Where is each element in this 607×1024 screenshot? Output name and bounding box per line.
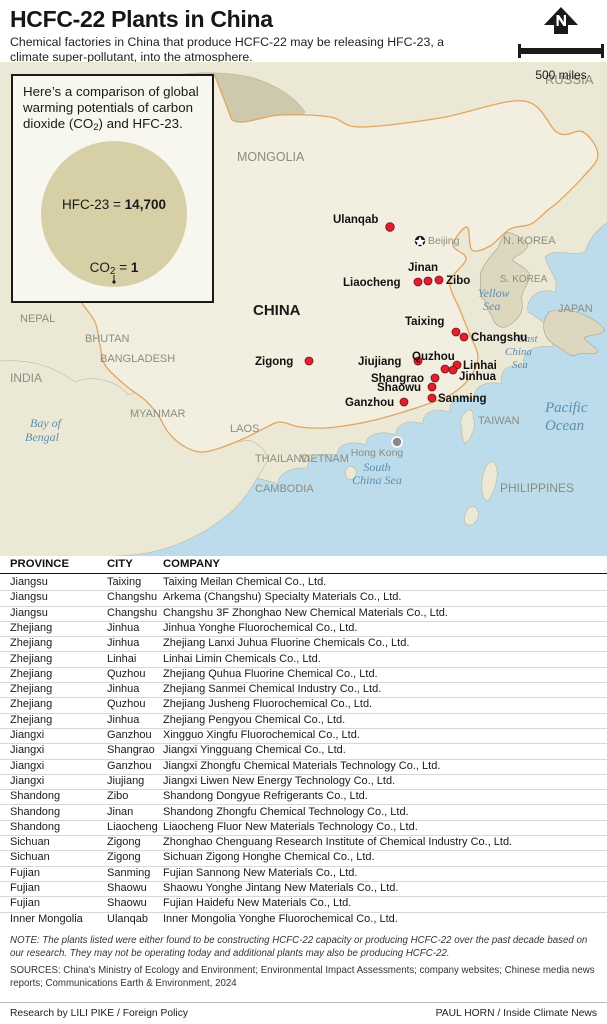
svg-text:Jiujiang: Jiujiang <box>358 356 401 368</box>
svg-text:China Sea: China Sea <box>352 473 402 487</box>
svg-text:HFC-23 = 14,700: HFC-23 = 14,700 <box>62 197 166 212</box>
svg-text:Hong Kong: Hong Kong <box>351 447 404 459</box>
svg-text:CAMBODIA: CAMBODIA <box>255 483 314 495</box>
svg-text:Shaowu: Shaowu <box>377 382 421 394</box>
svg-text:Sea: Sea <box>483 299 500 313</box>
svg-text:Liaocheng: Liaocheng <box>343 277 401 289</box>
svg-text:MONGOLIA: MONGOLIA <box>237 150 305 164</box>
svg-text:China: China <box>505 346 532 358</box>
svg-text:BANGLADESH: BANGLADESH <box>100 353 175 365</box>
svg-text:PHILIPPINES: PHILIPPINES <box>500 481 574 495</box>
svg-text:Jinhua: Jinhua <box>459 371 497 383</box>
svg-text:MYANMAR: MYANMAR <box>130 408 185 420</box>
svg-text:Bengal: Bengal <box>25 430 60 444</box>
svg-text:Sea: Sea <box>512 359 528 371</box>
svg-text:TAIWAN: TAIWAN <box>478 415 520 427</box>
svg-text:Pacific: Pacific <box>544 400 588 416</box>
svg-text:INDIA: INDIA <box>10 371 42 385</box>
svg-text:N. KOREA: N. KOREA <box>503 235 556 247</box>
svg-text:BHUTAN: BHUTAN <box>85 333 129 345</box>
svg-text:CHINA: CHINA <box>253 302 301 319</box>
svg-text:Yellow: Yellow <box>478 286 510 300</box>
svg-text:Zibo: Zibo <box>446 275 470 287</box>
svg-text:Ganzhou: Ganzhou <box>345 397 394 409</box>
svg-text:LAOS: LAOS <box>230 423 259 435</box>
svg-text:VIETNAM: VIETNAM <box>300 453 349 465</box>
svg-text:Sanming: Sanming <box>438 393 487 405</box>
svg-text:NEPAL: NEPAL <box>20 313 55 325</box>
svg-text:Ocean: Ocean <box>545 418 584 434</box>
svg-text:Changshu: Changshu <box>471 332 527 344</box>
svg-text:South: South <box>363 460 390 474</box>
svg-text:Ulanqab: Ulanqab <box>333 214 378 226</box>
svg-text:Jinan: Jinan <box>408 262 438 274</box>
svg-text:Taixing: Taixing <box>405 316 444 328</box>
svg-text:JAPAN: JAPAN <box>558 303 593 315</box>
svg-text:S. KOREA: S. KOREA <box>500 274 548 285</box>
svg-text:Zigong: Zigong <box>255 356 293 368</box>
svg-text:Quzhou: Quzhou <box>412 351 455 363</box>
svg-text:Beijing: Beijing <box>428 235 460 247</box>
svg-text:Bay of: Bay of <box>30 416 63 430</box>
